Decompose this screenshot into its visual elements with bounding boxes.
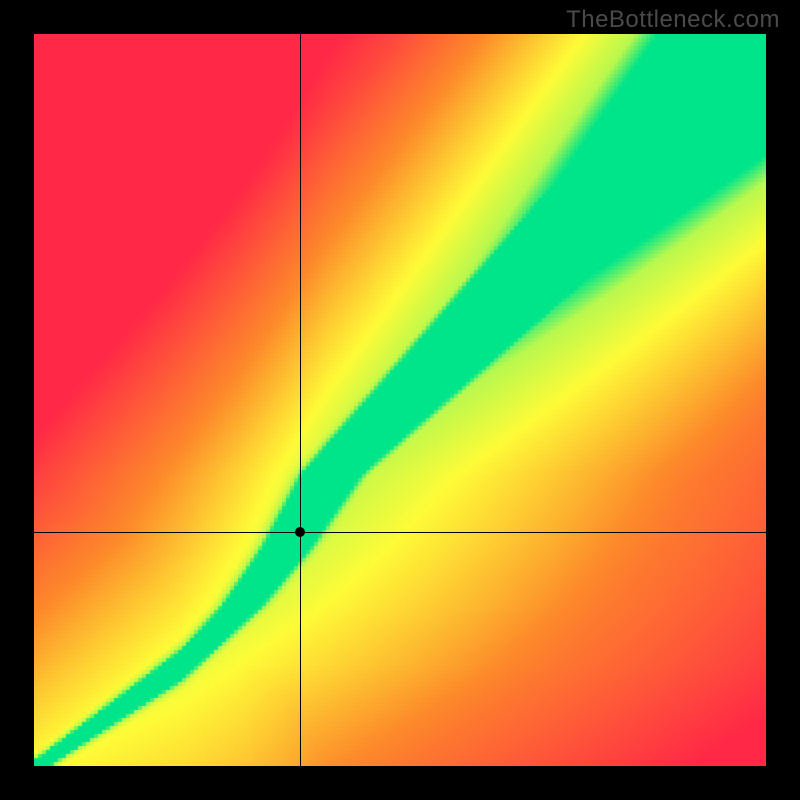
- heatmap-canvas: [34, 34, 766, 766]
- watermark-text: TheBottleneck.com: [566, 6, 780, 34]
- crosshair-horizontal: [34, 532, 766, 533]
- plot-area: [34, 34, 766, 766]
- chart-container: TheBottleneck.com: [0, 0, 800, 800]
- crosshair-vertical: [300, 34, 301, 766]
- crosshair-marker: [295, 527, 305, 537]
